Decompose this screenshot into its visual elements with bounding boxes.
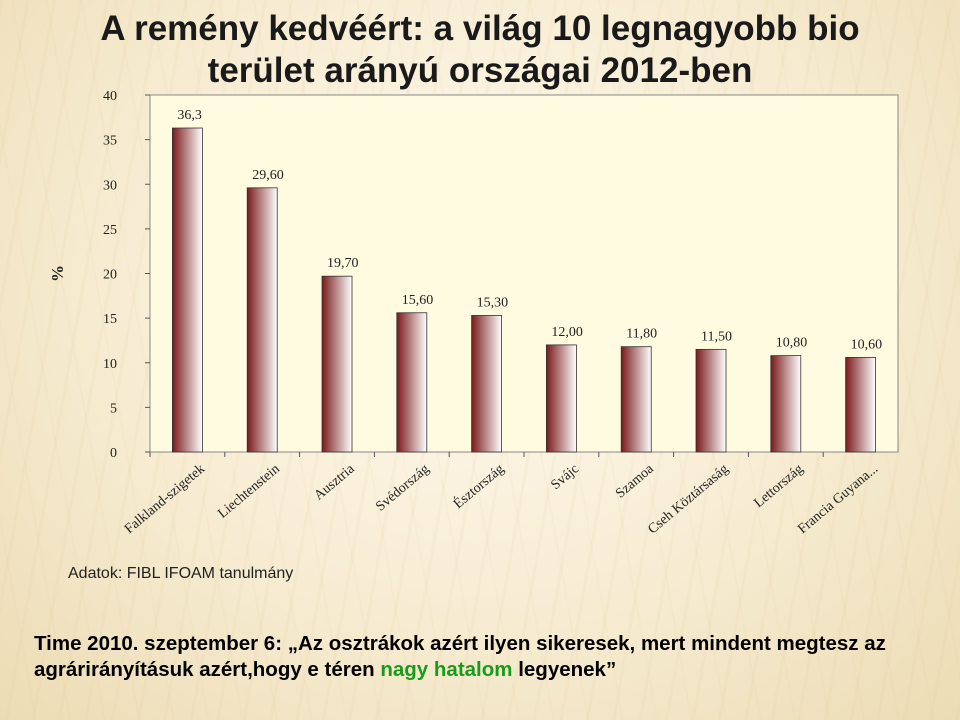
title-line-2: terület arányú országai 2012-ben [207, 51, 753, 90]
bar [396, 312, 428, 453]
bar [171, 127, 203, 453]
quote-prefix: Time 2010. szeptember 6: „Az osztrákok a… [34, 632, 886, 681]
x-tick-label: Lettország [751, 462, 806, 511]
data-label: 15,30 [477, 295, 509, 310]
y-tick-label: 25 [103, 223, 117, 238]
y-tick-label: 40 [103, 89, 117, 104]
quote-suffix: legyenek” [512, 658, 617, 681]
data-label: 12,00 [551, 325, 583, 340]
x-tick-label: Cseh Köztársaság [645, 462, 731, 538]
bar [695, 348, 727, 453]
y-tick-label: 0 [110, 446, 117, 461]
data-label: 19,70 [327, 256, 359, 271]
y-tick-label: 20 [103, 268, 117, 283]
x-tick-label: Svájc [548, 462, 581, 493]
x-tick-label: Liechtenstein [215, 462, 282, 522]
y-tick-label: 35 [103, 134, 117, 149]
y-tick-label: 10 [103, 357, 117, 372]
x-tick-label: Szamoa [613, 461, 657, 501]
x-tick-label: Svédország [373, 462, 432, 515]
y-tick-label: 30 [103, 178, 117, 193]
data-label: 29,60 [252, 168, 284, 183]
y-axis-label: % [48, 265, 67, 282]
data-label: 10,80 [776, 336, 808, 351]
bar [471, 315, 503, 453]
x-tick-label: Észtország [450, 460, 507, 512]
bar [321, 275, 353, 453]
quote-text: Time 2010. szeptember 6: „Az osztrákok a… [34, 631, 934, 683]
data-label: 11,50 [701, 329, 732, 344]
y-tick-label: 5 [110, 401, 117, 416]
x-tick-label: Ausztria [312, 461, 359, 503]
bar [246, 187, 278, 453]
bar [845, 356, 876, 453]
quote-highlight: nagy hatalom [380, 658, 513, 681]
y-tick-label: 15 [103, 312, 117, 327]
bar [546, 344, 577, 453]
data-label: 36,3 [177, 108, 202, 123]
source-note: Adatok: FIBL IFOAM tanulmány [68, 565, 294, 582]
x-tick-label: Francia Guyana... [795, 462, 881, 537]
slide-title: A remény kedvéért: a világ 10 legnagyobb… [40, 8, 920, 92]
bar [620, 346, 652, 453]
data-label: 11,80 [626, 327, 657, 342]
bar [770, 355, 802, 453]
x-tick-label: Falkland-szigetek [122, 462, 208, 537]
data-label: 10,60 [851, 337, 883, 352]
data-label: 15,60 [402, 293, 434, 308]
title-line-1: A remény kedvéért: a világ 10 legnagyobb… [100, 9, 860, 48]
